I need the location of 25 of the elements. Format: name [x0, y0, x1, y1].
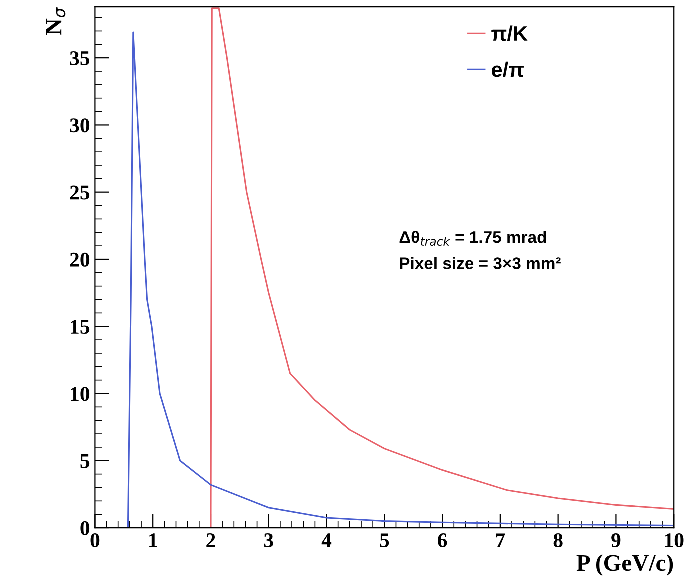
x-tick-label: 2: [206, 534, 216, 548]
annotation: Pixel size = 3×3 mm²: [400, 257, 561, 270]
y-tick-label: 20: [70, 252, 90, 267]
legend-label: π/K: [492, 26, 528, 42]
y-tick-label: 25: [70, 186, 90, 200]
x-tick-label: 9: [612, 534, 621, 548]
x-tick-label: 6: [438, 534, 448, 548]
x-tick-label: 7: [496, 534, 506, 548]
y-tick-label: 35: [70, 52, 90, 66]
x-tick-label: 4: [322, 534, 332, 548]
annotation: Δθ$_{track}$ = 1.75 mrad: [400, 231, 546, 246]
x-tick-label: 0: [90, 533, 100, 548]
x-tick-label: 10: [665, 533, 684, 548]
x-tick-label: 5: [380, 534, 390, 548]
y-tick-label: 30: [70, 118, 90, 133]
x-axis-title: P (GeV/c): [576, 554, 674, 576]
x-tick-label: 3: [264, 534, 274, 548]
y-tick-label: 10: [71, 387, 90, 402]
y-tick-label: 15: [71, 320, 90, 334]
x-tick-label: 1: [150, 534, 158, 548]
y-tick-label: 0: [80, 521, 90, 536]
legend-label: e/π: [492, 62, 524, 78]
x-tick-label: 8: [554, 533, 563, 548]
y-tick-label: 5: [80, 454, 90, 468]
y-axis-title: N$_{σ}$: [46, 7, 66, 36]
